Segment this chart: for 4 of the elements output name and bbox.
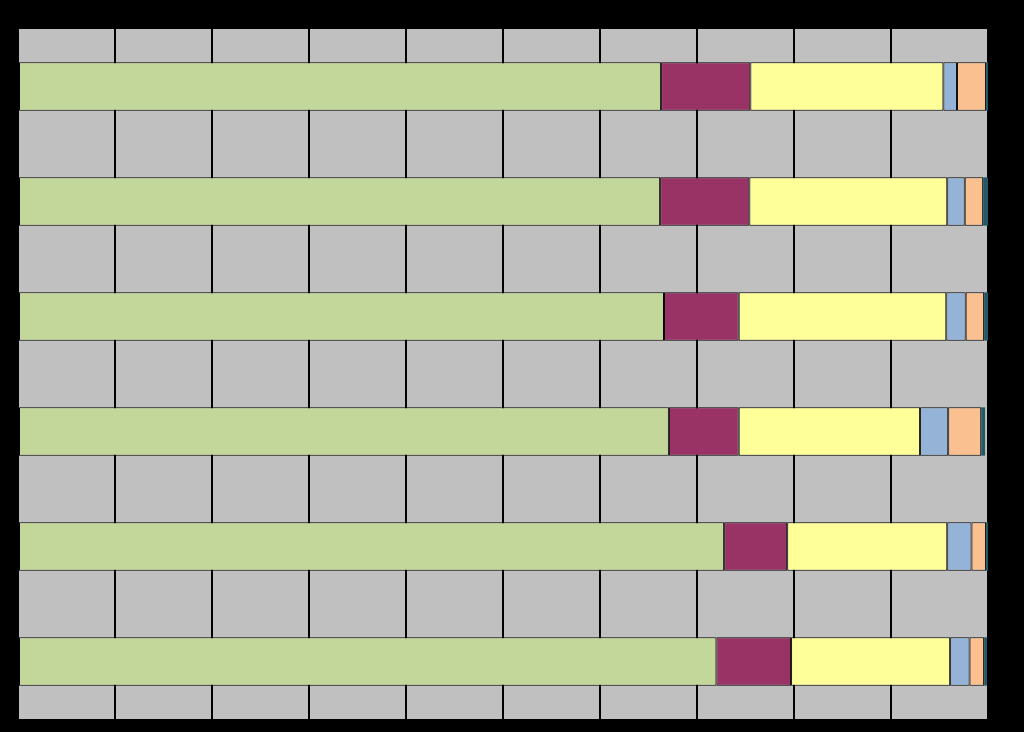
bar — [981, 407, 986, 456]
bar — [983, 177, 988, 226]
bar — [984, 292, 988, 341]
bar — [984, 637, 988, 686]
